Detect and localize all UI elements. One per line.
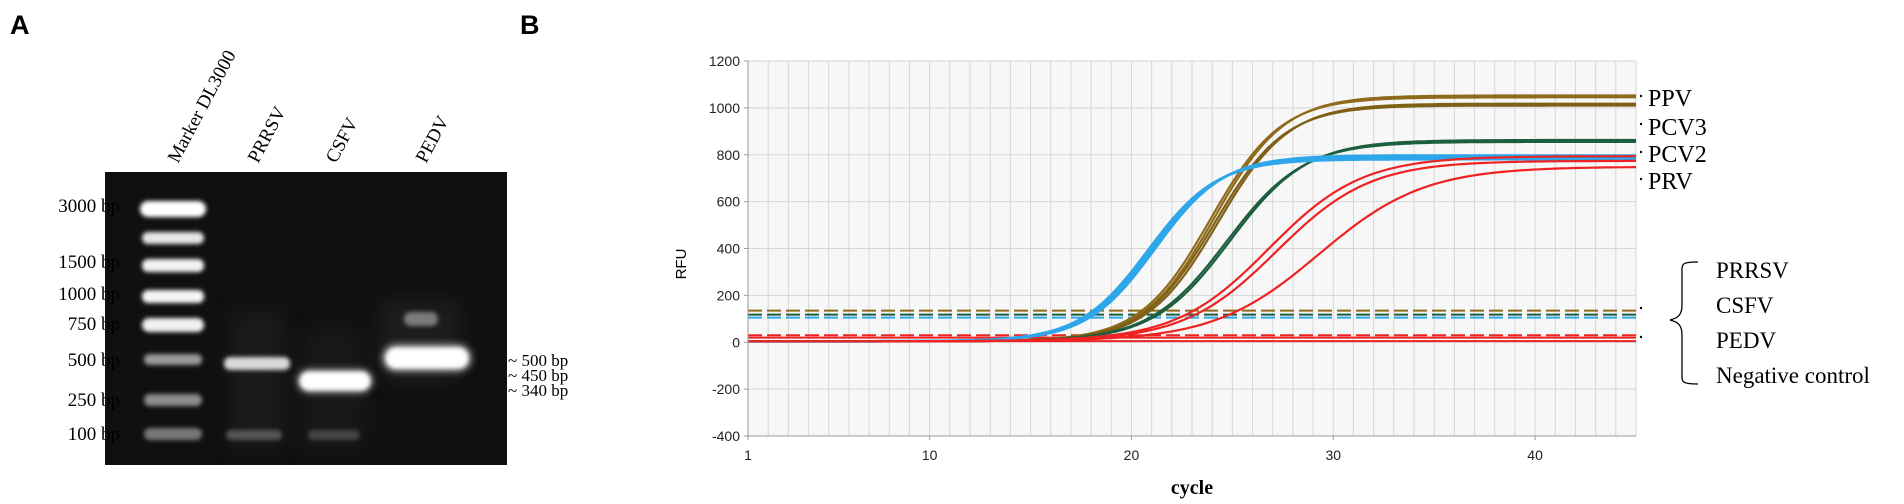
leader-dot-pcv3 — [1639, 122, 1643, 126]
y-tick-label: 1000 — [709, 100, 740, 116]
y-tick-label: -400 — [712, 428, 740, 444]
y-tick-label: 400 — [717, 241, 741, 257]
leader-dot-threshold-low — [1639, 335, 1643, 339]
lane-haze-prrsv — [230, 310, 285, 450]
leader-dot-pcv2 — [1639, 150, 1643, 154]
x-tick-label: 1 — [744, 447, 752, 463]
lane-label-marker: Marker DL3000 — [164, 47, 241, 166]
lane-label-pedv: PEDV — [412, 112, 454, 166]
x-tick-label: 30 — [1325, 447, 1341, 463]
bracket-label-csfv: CSFV — [1716, 293, 1774, 318]
y-axis-label: RFU — [673, 249, 690, 280]
leader-dot-prv — [1639, 177, 1643, 181]
ladder-band-1500 — [142, 259, 204, 272]
y-tick-label: 1200 — [709, 53, 740, 69]
marker-ladder — [140, 201, 206, 440]
sample-bands — [224, 312, 471, 440]
band-prrsv — [224, 357, 290, 370]
band-csfv — [300, 372, 370, 390]
marker-size-3000: 3000 bp — [58, 196, 120, 217]
ladder-band-250 — [144, 394, 202, 406]
x-axis-label: cycle — [1171, 477, 1213, 499]
marker-size-100: 100 bp — [68, 424, 120, 445]
band-label-500: ~ 500 bp — [508, 351, 568, 370]
y-tick-label: 0 — [732, 334, 740, 350]
lane-label-prrsv: PRRSV — [244, 103, 291, 166]
x-tick-label: 10 — [922, 447, 938, 463]
ladder-band-2000 — [142, 232, 204, 244]
bracket-label-pedv: PEDV — [1716, 328, 1776, 353]
ladder-band-750 — [142, 318, 204, 332]
band-prrsv-faint — [226, 430, 282, 440]
band-label-340: ~ 340 bp — [508, 381, 568, 400]
x-tick-label: 20 — [1124, 447, 1140, 463]
bracket-label-prrsv: PRRSV — [1716, 258, 1789, 283]
plot-grid — [747, 60, 1637, 437]
y-tick-label: -200 — [712, 381, 740, 397]
x-tick-label: 40 — [1527, 447, 1543, 463]
band-csfv-faint — [308, 430, 360, 440]
marker-size-1000: 1000 bp — [58, 284, 120, 305]
bracket-label-negative: Negative control — [1716, 363, 1870, 388]
lane-label-csfv: CSFV — [322, 114, 363, 166]
curve-label-ppv: PPV — [1648, 86, 1693, 112]
marker-size-250: 250 bp — [68, 390, 120, 411]
y-tick-label: 600 — [717, 194, 741, 210]
band-label-450: ~ 450 bp — [508, 366, 568, 385]
leader-dot-ppv — [1639, 94, 1643, 98]
y-tick-label: 800 — [717, 147, 741, 163]
panel-b-letter: B — [520, 10, 540, 40]
ladder-band-3000 — [140, 201, 206, 217]
y-tick-labels: -400 -200 0 200 400 600 800 1000 1200 — [709, 53, 748, 444]
marker-size-1500: 1500 bp — [58, 252, 120, 273]
amplification-curves — [748, 94, 1637, 343]
marker-size-500: 500 bp — [68, 350, 120, 371]
ladder-band-500 — [144, 354, 202, 365]
marker-size-750: 750 bp — [68, 314, 120, 335]
amplification-curve-red — [748, 166, 1637, 343]
curve-label-prv: PRV — [1648, 169, 1693, 195]
gel-panel: Marker DL3000 PRRSV CSFV PEDV 3000 bp 15… — [58, 47, 568, 465]
bracket-brace — [1669, 261, 1699, 385]
curve-label-pcv2: PCV2 — [1648, 142, 1707, 168]
x-tick-labels: 1 10 20 30 40 — [744, 436, 1543, 463]
band-pedv — [386, 348, 468, 368]
ladder-band-100 — [144, 428, 202, 440]
panel-a-letter: A — [10, 10, 30, 40]
ladder-band-1000 — [142, 290, 204, 303]
curve-label-pcv3: PCV3 — [1648, 115, 1707, 141]
y-tick-label: 200 — [717, 287, 741, 303]
leader-dot-threshold-high — [1639, 306, 1643, 310]
band-pedv-upper — [404, 312, 438, 326]
